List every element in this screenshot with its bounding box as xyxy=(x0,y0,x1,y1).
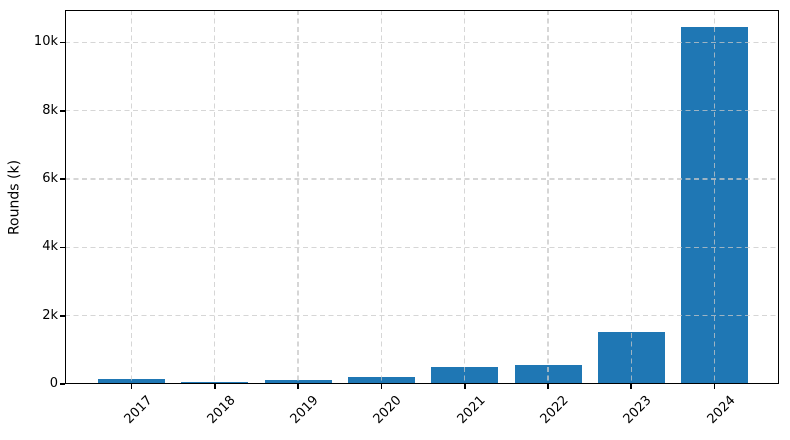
horizontal-gridline xyxy=(65,178,779,180)
vertical-gridline xyxy=(464,10,466,384)
y-tick-mark xyxy=(60,383,65,385)
vertical-gridline xyxy=(380,10,383,384)
x-tick-label: 2019 xyxy=(287,393,322,428)
x-tick-label: 2021 xyxy=(454,393,489,428)
vertical-gridline xyxy=(214,10,216,384)
x-tick-label: 2017 xyxy=(121,393,156,428)
x-tick-label: 2022 xyxy=(537,393,572,428)
y-tick-label: 2k xyxy=(42,307,58,323)
y-tick-label: 8k xyxy=(42,102,58,118)
horizontal-gridline xyxy=(65,314,779,317)
x-tick-mark xyxy=(297,384,299,389)
vertical-gridline xyxy=(713,10,716,384)
y-tick-mark xyxy=(60,109,65,112)
vertical-gridline xyxy=(630,10,632,384)
vertical-gridline xyxy=(547,10,549,384)
x-tick-label: 2024 xyxy=(704,393,739,428)
vertical-gridline xyxy=(130,10,133,384)
y-tick-label: 4k xyxy=(42,239,58,255)
y-tick-mark xyxy=(60,314,65,317)
horizontal-gridline xyxy=(65,246,779,249)
x-tick-label: 2020 xyxy=(370,393,405,428)
vertical-gridline xyxy=(297,10,299,384)
x-tick-mark xyxy=(463,384,466,389)
y-tick-label: 10k xyxy=(33,34,58,50)
y-tick-mark xyxy=(60,246,65,249)
x-tick-label: 2018 xyxy=(204,393,239,428)
x-tick-mark xyxy=(213,384,216,389)
y-tick-mark xyxy=(60,41,65,44)
y-tick-label: 0 xyxy=(49,376,58,391)
x-tick-label: 2023 xyxy=(620,393,655,428)
x-tick-mark xyxy=(130,384,133,389)
x-tick-mark xyxy=(547,384,549,389)
y-tick-mark xyxy=(60,178,65,180)
x-tick-mark xyxy=(630,384,633,389)
x-tick-mark xyxy=(713,384,716,389)
y-tick-label: 6k xyxy=(42,171,58,187)
horizontal-gridline xyxy=(65,110,779,112)
axes-frame xyxy=(65,10,779,384)
horizontal-gridline xyxy=(65,41,779,44)
x-tick-mark xyxy=(380,384,383,389)
